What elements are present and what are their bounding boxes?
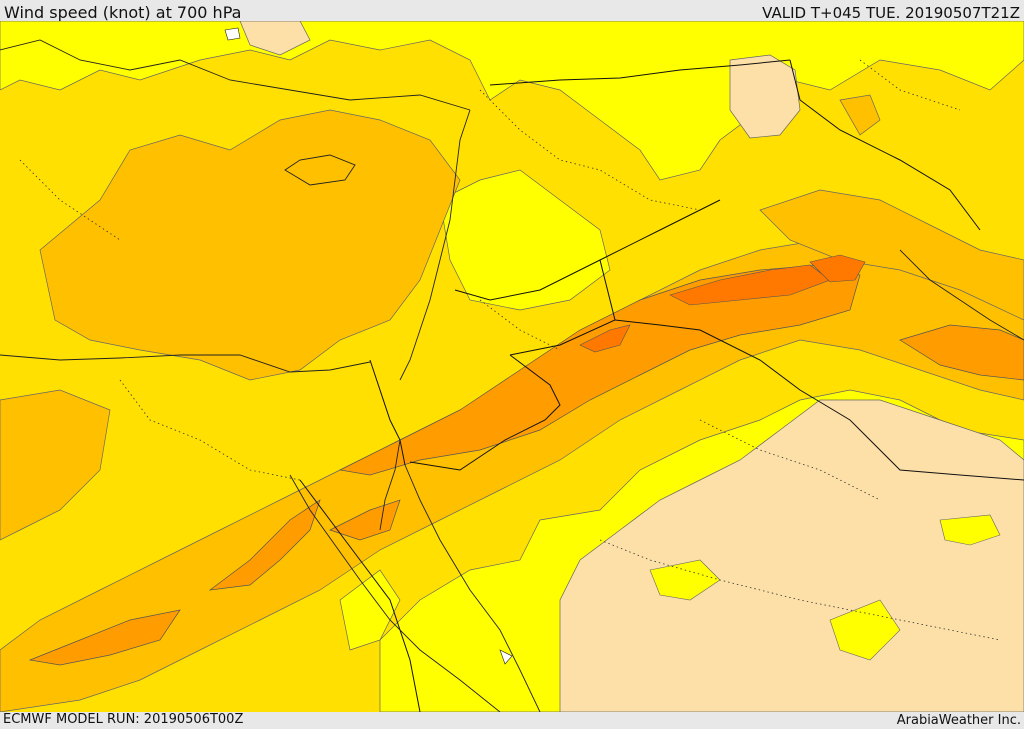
coastlines (0, 39, 1024, 712)
border-iraq-saudi (614, 319, 1024, 481)
border-jordan-saudi (509, 259, 616, 356)
header-bar: Wind speed (knot) at 700 hPa VALID T+045… (0, 0, 1024, 22)
credit: ArabiaWeather Inc. (896, 713, 1021, 728)
coast-gulf-aqaba (379, 439, 401, 531)
orange-sinai-2 (329, 499, 401, 541)
coast-gulf (899, 249, 1024, 341)
map-title: Wind speed (knot) at 700 hPa (4, 3, 242, 22)
coast-egypt (0, 354, 371, 373)
amber-zones (0, 94, 1024, 712)
dark-orange-core-3 (809, 254, 866, 283)
yellow-island-2 (649, 559, 721, 601)
orange-egypt (28, 609, 181, 666)
dark-orange-core-2 (579, 324, 631, 353)
coast-cyprus (284, 154, 356, 186)
calm-iraq (729, 54, 801, 139)
lake-gulf-tip (499, 649, 513, 665)
yellow-island-3 (829, 599, 901, 661)
valid-time: VALID T+045 TUE. 20190507T21Z (762, 4, 1020, 22)
yellow-islands (649, 514, 1001, 661)
coast-levant (399, 109, 471, 381)
water-bodies (224, 27, 513, 665)
amber-ne (839, 94, 881, 136)
orange-sinai (208, 499, 321, 591)
yellow-island-1 (939, 514, 1001, 546)
calm-north (239, 21, 311, 56)
country-borders (299, 59, 1024, 712)
border-iraq-iran (789, 59, 981, 231)
dark-orange-zones (579, 254, 866, 353)
coast-turkey (0, 39, 471, 111)
calm-saudi (559, 399, 1024, 712)
admin-lines (19, 59, 1001, 641)
amber-west (0, 389, 111, 541)
border-syria-jordan (454, 199, 721, 301)
border-saudi-yemen (299, 479, 421, 712)
yellow-jordan (439, 169, 611, 311)
border-syria-iraq (489, 59, 791, 86)
lake-tuz (224, 27, 241, 41)
footer-bar: ECMWF MODEL RUN: 20190506T00Z ArabiaWeat… (0, 712, 1024, 729)
coast-red-sea-e (404, 464, 541, 712)
model-run: ECMWF MODEL RUN: 20190506T00Z (3, 712, 244, 727)
border-egypt-israel (369, 359, 406, 466)
calm-zones (239, 21, 1024, 712)
orange-gulf (899, 324, 1024, 381)
wind-speed-map (0, 21, 1024, 712)
orange-zones (28, 264, 1024, 666)
coast-red-sea-w (289, 474, 501, 712)
amber-mediterranean (39, 109, 461, 381)
border-jordan-saudi-2 (409, 354, 561, 471)
